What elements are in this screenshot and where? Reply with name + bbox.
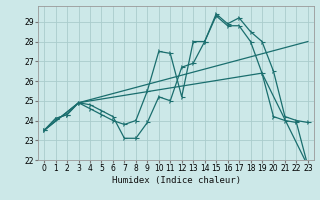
X-axis label: Humidex (Indice chaleur): Humidex (Indice chaleur) [111, 176, 241, 185]
